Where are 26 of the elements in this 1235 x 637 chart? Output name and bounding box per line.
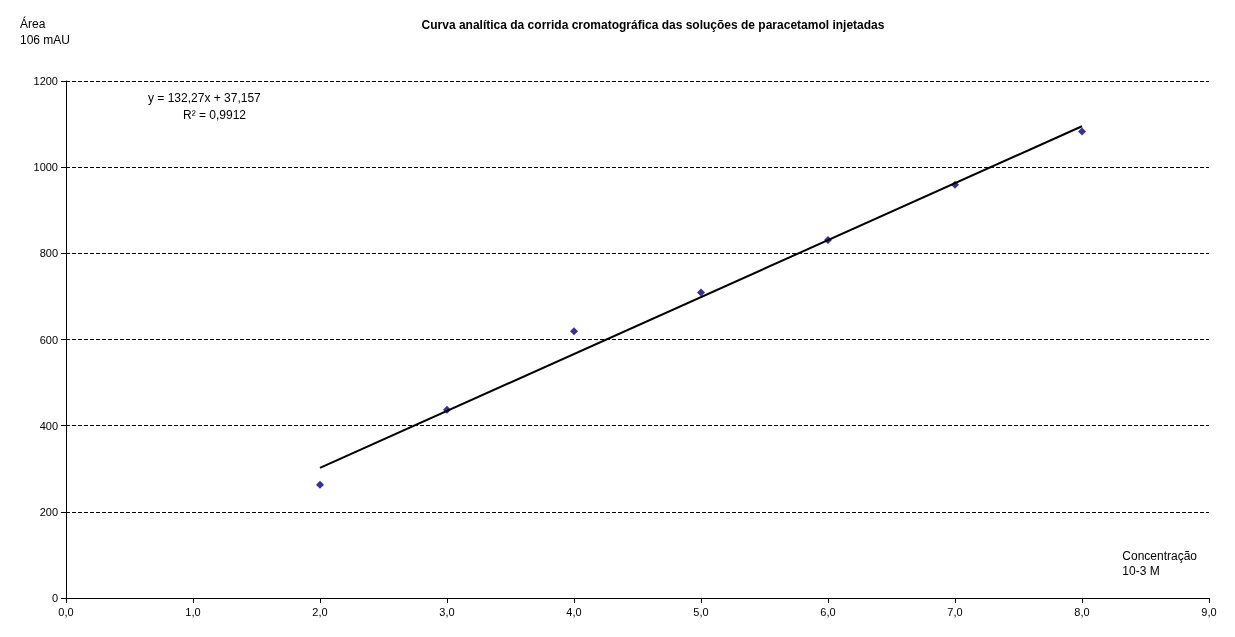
x-tick-label: 0,0 [58, 605, 74, 618]
y-tick-label: 0 [51, 592, 58, 604]
y-axis-title: Área 106 mAU [20, 16, 71, 47]
y-tick-label: 200 [39, 505, 58, 518]
y-tick-label: 600 [39, 333, 58, 346]
point [316, 480, 324, 489]
y-tick-label: 1200 [33, 75, 58, 87]
y-tick-label: 800 [39, 247, 58, 260]
point [697, 288, 705, 297]
x-tick-label: 8,0 [1074, 605, 1090, 618]
annotation: y = 132,27x + 37,157 [148, 91, 262, 105]
x-tick-label: 4,0 [566, 605, 582, 618]
x-tick-label: 5,0 [693, 605, 709, 618]
y-tick-label: 1000 [33, 161, 58, 174]
x-tick-label: 2,0 [312, 605, 328, 618]
annotation: R² = 0,9912 [183, 108, 247, 122]
chart-title: Curva analítica da corrida cromatográfica das soluções de paracetamol injetadas [421, 18, 885, 32]
x-tick-label: 6,0 [820, 605, 836, 618]
point [570, 327, 578, 336]
x-tick-label: 1,0 [185, 605, 201, 618]
x-tick-label: 3,0 [439, 605, 455, 618]
x-axis-title: Concentração 10-3 M [1122, 548, 1198, 578]
x-tick-label: 7,0 [947, 605, 963, 618]
y-tick-label: 400 [39, 419, 58, 432]
x-tick-label: 9,0 [1201, 605, 1217, 618]
point [1078, 127, 1086, 136]
